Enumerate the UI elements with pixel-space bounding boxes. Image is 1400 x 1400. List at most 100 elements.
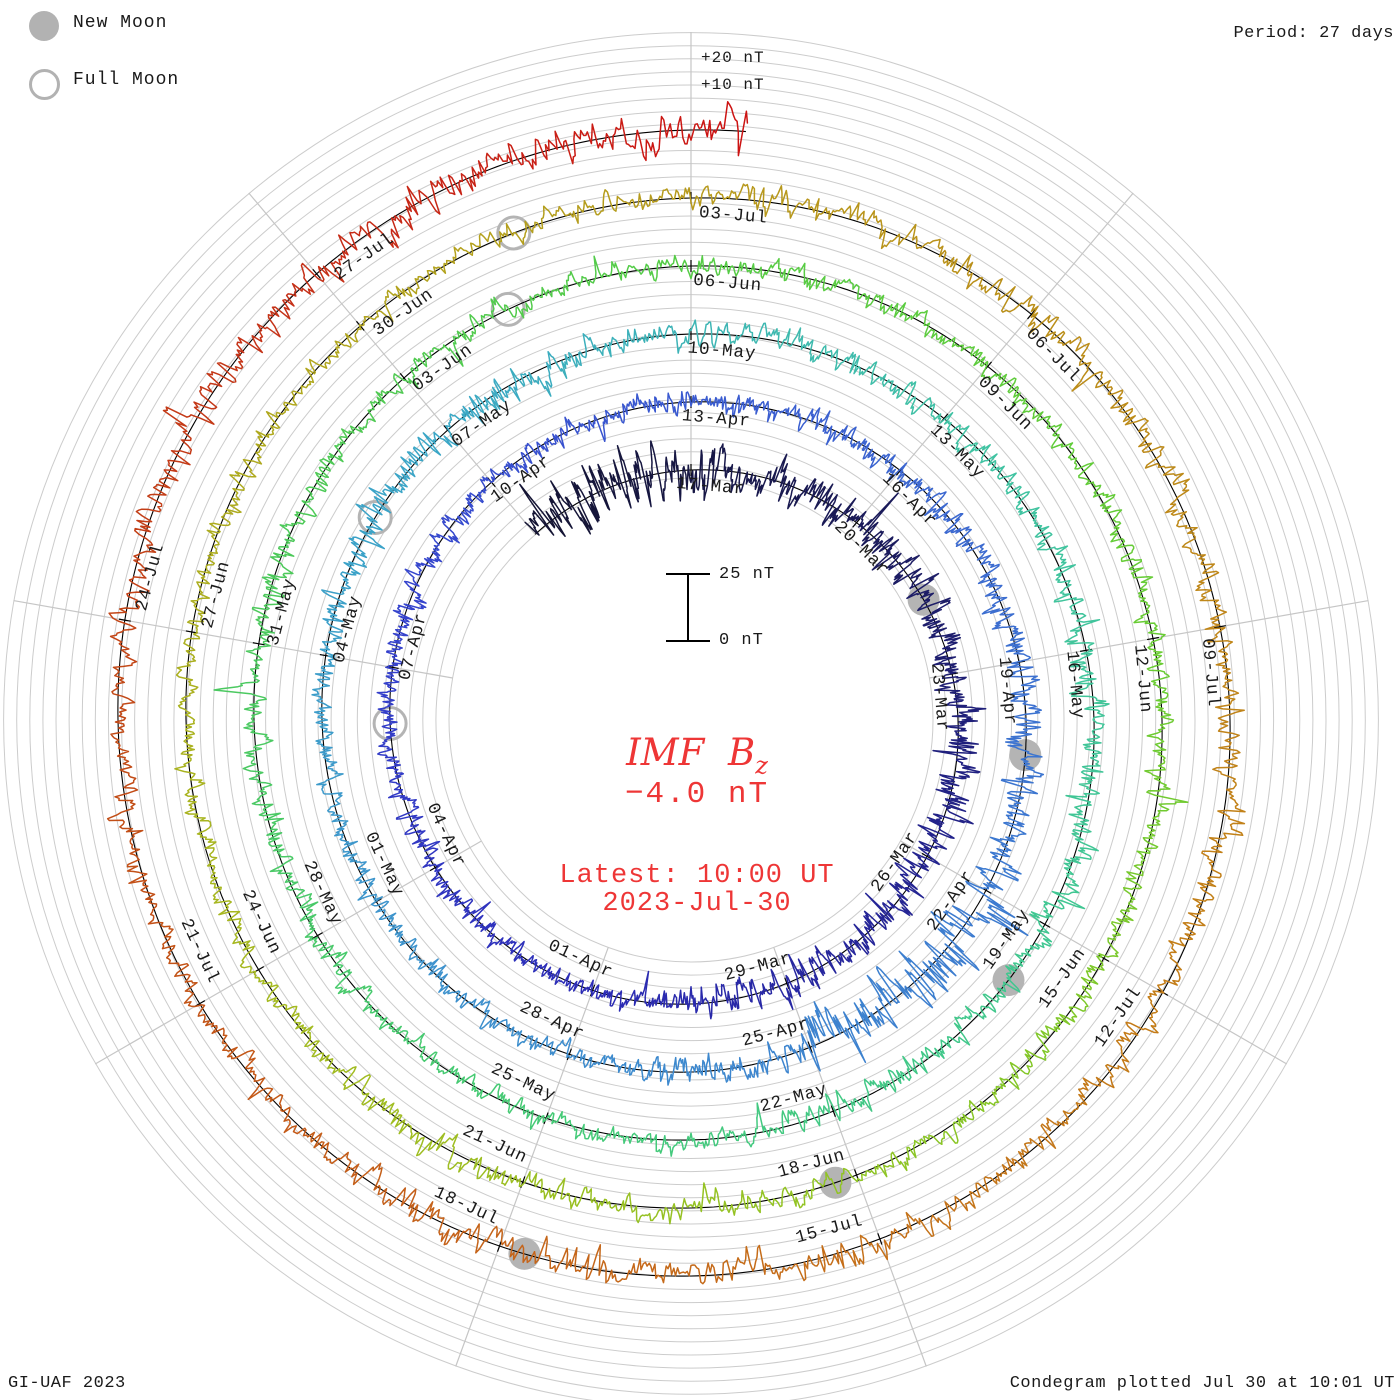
- date-tick: [118, 618, 131, 622]
- bz-trace-segment: [270, 523, 296, 579]
- date-tick: [784, 977, 790, 990]
- bz-trace-segment: [1032, 411, 1075, 451]
- bz-trace-segment: [1064, 639, 1097, 685]
- bz-trace-segment: [354, 289, 401, 338]
- bz-trace-segment: [917, 816, 955, 850]
- bz-trace-segment: [802, 1167, 856, 1206]
- bz-trace-segment: [1099, 493, 1126, 549]
- bz-trace-segment: [570, 464, 611, 523]
- bz-trace-segment: [183, 980, 225, 1037]
- bz-trace-segment: [967, 1156, 1017, 1209]
- date-label: 07-Apr: [395, 611, 432, 683]
- date-label: 23-Mar: [926, 662, 952, 733]
- bz-trace-segment: [429, 514, 460, 557]
- bz-trace-segment: [352, 1162, 417, 1217]
- scale-bar-bottom-label: 0 nT: [719, 631, 764, 650]
- bz-trace-segment: [341, 536, 386, 576]
- chart-title-sub: z: [755, 751, 768, 780]
- bz-trace-segment: [856, 210, 917, 250]
- bz-trace-segment: [445, 231, 503, 265]
- bz-trace-segment: [997, 472, 1035, 516]
- scale-bar-top-cap: [666, 573, 710, 575]
- date-tick: [921, 852, 933, 860]
- bz-trace-segment: [567, 1119, 616, 1142]
- scale-bar: [687, 574, 689, 642]
- plotted-label: Condegram plotted Jul 30 at 10:01 UT: [1009, 1374, 1395, 1393]
- bz-trace-segment: [1192, 850, 1223, 912]
- bz-trace-segment: [330, 221, 399, 266]
- bz-trace-segment: [404, 551, 443, 583]
- bz-trace-segment: [503, 286, 554, 319]
- date-label: 04-May: [329, 593, 366, 665]
- bz-trace-segment: [924, 502, 970, 534]
- bz-trace-segment: [757, 257, 812, 288]
- bz-trace-segment: [1035, 1010, 1078, 1061]
- date-label: 09-Jul: [1197, 637, 1223, 708]
- bz-trace-segment: [965, 865, 1022, 919]
- bz-trace-segment: [1004, 709, 1042, 750]
- date-label: 06-Jun: [692, 271, 762, 297]
- bz-trace-segment: [316, 741, 344, 786]
- bz-trace-segment: [519, 483, 566, 537]
- bz-trace-segment: [193, 360, 244, 418]
- current-value: −4.0 nT: [624, 777, 770, 812]
- bz-trace-segment: [428, 958, 461, 995]
- grid-label-plus10: +10 nT: [701, 76, 765, 94]
- bz-trace-segment: [1061, 336, 1111, 392]
- bz-trace-segment: [383, 648, 404, 685]
- bz-trace-segment: [800, 1001, 841, 1072]
- bz-trace-segment: [756, 1102, 808, 1138]
- bz-trace-segment: [832, 998, 882, 1064]
- bz-trace-segment: [157, 921, 191, 983]
- bz-trace-segment: [340, 396, 381, 439]
- full-moon-icon: [29, 69, 60, 100]
- latest-time: Latest: 10:00 UT: [559, 861, 835, 891]
- bz-trace-segment: [1067, 449, 1105, 498]
- grid-circle: [396, 425, 986, 1015]
- bz-trace-segment: [855, 492, 899, 547]
- bz-trace-segment: [1147, 968, 1181, 1034]
- bz-trace-segment: [106, 796, 144, 861]
- chart-title: IMF Bz: [497, 731, 897, 779]
- bz-trace-segment: [390, 180, 444, 239]
- bz-trace-segment: [872, 453, 908, 486]
- bz-trace-segment: [705, 257, 760, 277]
- date-label: 27-Jun: [198, 559, 235, 631]
- bz-trace-segment: [766, 1041, 807, 1074]
- bz-trace-segment: [735, 183, 798, 219]
- bz-trace-segment: [661, 1132, 712, 1157]
- bz-trace-segment: [808, 275, 861, 300]
- bz-trace-segment: [924, 911, 980, 977]
- bz-trace-segment: [602, 261, 657, 282]
- bz-trace-segment: [805, 1089, 855, 1127]
- bz-trace-segment: [362, 989, 402, 1033]
- new-moon-icon: [29, 11, 59, 41]
- bz-trace-segment: [1105, 1021, 1159, 1078]
- bz-trace-segment: [989, 822, 1027, 868]
- date-label: 04-Apr: [422, 800, 469, 871]
- bz-trace-segment: [235, 306, 291, 363]
- bz-trace-segment: [636, 115, 707, 162]
- bz-trace-segment: [906, 572, 951, 612]
- bz-trace-segment: [921, 601, 956, 639]
- bz-trace-segment: [392, 580, 427, 616]
- bz-trace-segment: [370, 896, 403, 938]
- date-tick: [1027, 309, 1036, 320]
- bz-trace-segment: [221, 1034, 266, 1101]
- bz-trace-segment: [928, 1016, 971, 1059]
- bz-trace-segment: [247, 1087, 308, 1137]
- bz-trace-segment: [932, 787, 974, 825]
- date-spoke: [13, 599, 453, 679]
- bz-trace-segment: [889, 862, 925, 916]
- bz-trace-segment: [683, 319, 730, 349]
- bz-trace-segment: [572, 117, 639, 158]
- date-spoke: [773, 947, 927, 1367]
- bz-trace-segment: [387, 786, 420, 820]
- bz-trace-segment: [1043, 866, 1086, 910]
- date-tick: [807, 1041, 813, 1054]
- bz-trace-segment: [596, 328, 642, 358]
- bz-trace-segment: [1068, 682, 1110, 731]
- bz-trace-segment: [1146, 648, 1170, 703]
- grid-label-plus20: +20 nT: [701, 49, 765, 67]
